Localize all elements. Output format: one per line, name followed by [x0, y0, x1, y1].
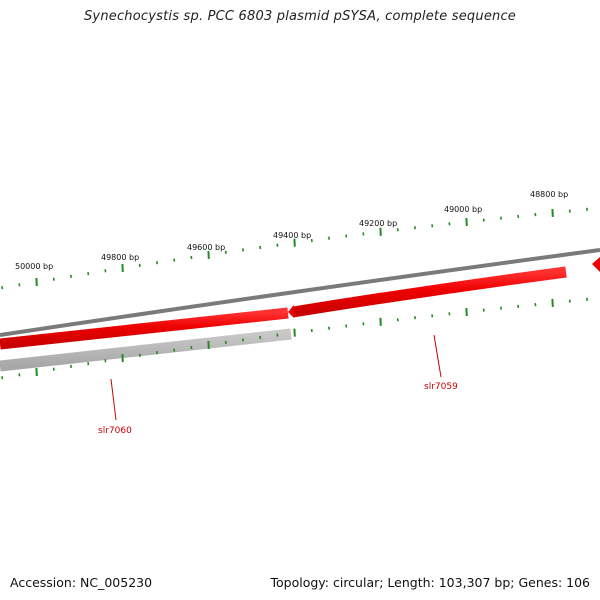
- inner-tick-ring: [1, 297, 588, 380]
- accession-text: Accession: NC_005230: [10, 575, 153, 590]
- tick-label-49800: 49800 bp: [101, 253, 139, 262]
- topology-summary-text: Topology: circular; Length: 103,307 bp; …: [270, 575, 591, 590]
- map-title: Synechocystis sp. PCC 6803 plasmid pSYSA…: [83, 9, 517, 24]
- tick-label-49200: 49200 bp: [359, 219, 397, 228]
- gene-label-slr7060[interactable]: slr7060: [98, 426, 132, 436]
- gene-arrow-slr7059[interactable]: [292, 266, 567, 318]
- tick-label-48800: 48800 bp: [530, 190, 568, 199]
- gene-label-slr7059[interactable]: slr7059: [424, 382, 458, 392]
- outer-tick-labels: 50000 bp 49800 bp 49600 bp 49400 bp 4920…: [15, 190, 568, 271]
- tick-label-49000: 49000 bp: [444, 205, 482, 214]
- tick-label-50000: 50000 bp: [15, 262, 53, 271]
- plasmid-backbone: [0, 248, 600, 337]
- outer-tick-ring: [1, 207, 588, 290]
- leader-slr7060: [110, 378, 117, 421]
- gene-arrow-slr7059-head[interactable]: [288, 305, 294, 318]
- gene-arrow-right-partial[interactable]: [592, 257, 600, 272]
- gene-arrow-left-partial[interactable]: [0, 307, 289, 350]
- tick-label-49400: 49400 bp: [273, 231, 311, 240]
- leader-slr7059: [433, 334, 442, 378]
- tick-label-49600: 49600 bp: [187, 243, 225, 252]
- gene-arrow-slr7060[interactable]: [0, 328, 292, 372]
